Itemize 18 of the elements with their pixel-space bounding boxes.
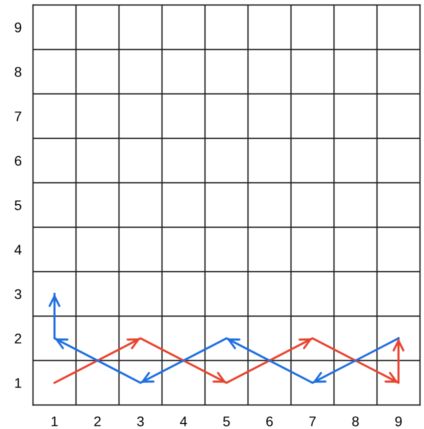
x-tick-label: 5 [223,416,230,426]
y-tick-label: 1 [15,378,22,388]
x-tick-label: 1 [52,416,58,426]
y-tick-label: 5 [14,200,22,210]
x-tick-label: 2 [94,416,101,426]
x-tick-label: 8 [352,416,359,426]
x-tick-label: 3 [137,416,144,426]
y-tick-label: 7 [14,112,22,122]
y-tick-label: 9 [14,22,22,32]
y-tick-label: 2 [14,334,22,344]
x-tick-label: 7 [309,416,316,426]
y-tick-label: 4 [14,244,22,254]
y-tick-label: 3 [14,289,22,300]
x-tick-label: 6 [266,416,273,426]
x-tick-label: 9 [395,416,402,426]
y-tick-label: 6 [14,156,22,166]
y-tick-label: 8 [14,67,22,77]
x-tick-label: 4 [180,416,187,426]
